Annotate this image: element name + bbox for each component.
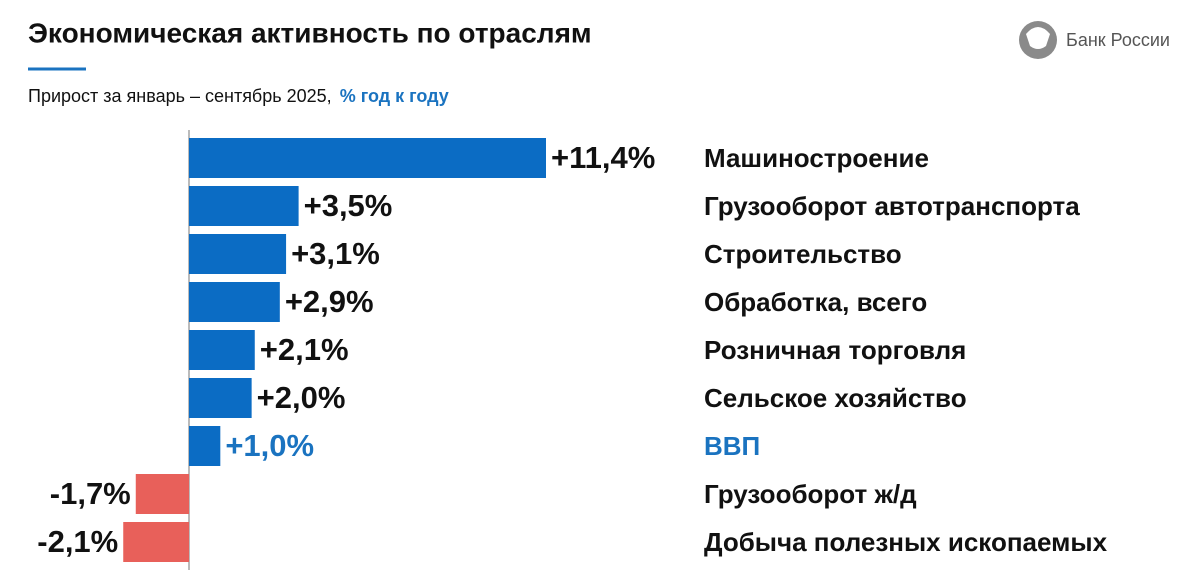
category-label: Обработка, всего bbox=[704, 287, 927, 317]
logo-eagle bbox=[1026, 27, 1050, 49]
value-label: -2,1% bbox=[37, 524, 118, 559]
value-label: -1,7% bbox=[50, 476, 131, 511]
value-label: +2,9% bbox=[285, 284, 374, 319]
bar bbox=[189, 138, 546, 178]
value-label: +3,5% bbox=[304, 188, 393, 223]
category-label: Машиностроение bbox=[704, 143, 929, 173]
chart-title: Экономическая активность по отраслям bbox=[28, 17, 592, 48]
category-label: Строительство bbox=[704, 239, 902, 269]
bar bbox=[189, 330, 255, 370]
category-label: Грузооборот ж/д bbox=[704, 479, 917, 509]
value-label: +11,4% bbox=[551, 140, 655, 175]
category-label: Добыча полезных ископаемых bbox=[704, 527, 1108, 557]
category-label: Розничная торговля bbox=[704, 335, 966, 365]
bar bbox=[189, 282, 280, 322]
bar bbox=[135, 474, 189, 514]
value-label: +2,1% bbox=[260, 332, 349, 367]
subtitle-highlight: % год к году bbox=[340, 86, 449, 106]
bar bbox=[189, 378, 252, 418]
logo-text: Банк России bbox=[1066, 30, 1170, 50]
category-label: Грузооборот автотранспорта bbox=[704, 191, 1080, 221]
value-label: +1,0% bbox=[225, 428, 314, 463]
value-label: +3,1% bbox=[291, 236, 380, 271]
category-label: Сельское хозяйство bbox=[704, 383, 967, 413]
bar bbox=[189, 234, 287, 274]
bar bbox=[189, 186, 299, 226]
bar bbox=[189, 426, 221, 466]
bar bbox=[123, 522, 189, 562]
value-label: +2,0% bbox=[257, 380, 346, 415]
subtitle: Прирост за январь – сентябрь 2025, % год … bbox=[28, 86, 449, 106]
subtitle-text: Прирост за январь – сентябрь 2025, bbox=[28, 86, 332, 106]
category-label: ВВП bbox=[704, 431, 760, 461]
